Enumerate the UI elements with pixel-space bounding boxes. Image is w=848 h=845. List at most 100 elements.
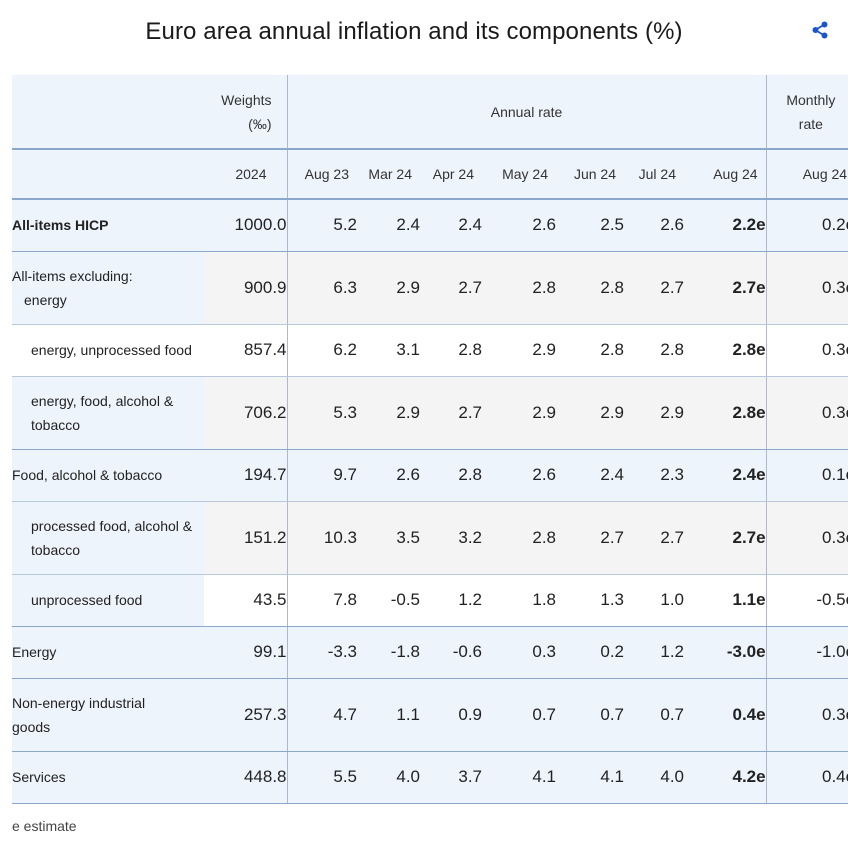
row-label: Energy <box>12 626 204 679</box>
cell-monthly: -0.5e <box>765 574 848 627</box>
cell-weight: 99.1 <box>204 626 287 679</box>
page-title: Euro area annual inflation and its compo… <box>145 18 683 45</box>
cell-value: 3.7 <box>420 751 482 804</box>
cell-monthly: 0.3e <box>765 678 848 752</box>
cell-value: 2.6 <box>482 449 556 502</box>
cell-value: -0.5 <box>357 574 420 627</box>
cell-value-latest: 2.2e <box>684 199 767 252</box>
cell-value-latest: 2.8e <box>684 376 767 450</box>
header-annual-rate: Annual rate <box>286 75 767 150</box>
cell-value: 2.9 <box>357 251 420 325</box>
cell-value: 1.2 <box>420 574 482 627</box>
cell-value: 10.3 <box>286 501 357 575</box>
cell-value: 4.1 <box>556 751 624 804</box>
cell-value: -3.3 <box>286 626 357 679</box>
header-monthly-line2: rate <box>798 115 823 132</box>
header-period: Mar 24 <box>357 149 420 200</box>
row-label: unprocessed food <box>12 574 204 627</box>
cell-value: 2.4 <box>357 199 420 252</box>
header-monthly-line1: Monthly <box>786 91 836 108</box>
row-label: processed food, alcohol & tobacco <box>12 501 204 575</box>
header-weights-year: 2024 <box>204 149 287 200</box>
table-row: processed food, alcohol & tobacco 151.2 … <box>12 501 848 575</box>
cell-value: 0.7 <box>482 678 556 752</box>
cell-value-latest: 2.8e <box>684 324 767 377</box>
header-period: Apr 24 <box>420 149 482 200</box>
cell-value: 5.3 <box>286 376 357 450</box>
cell-value: 2.8 <box>556 324 624 377</box>
cell-monthly: 0.3e <box>765 251 848 325</box>
cell-value: 0.3 <box>482 626 556 679</box>
table-row: Food, alcohol & tobacco 194.7 9.7 2.6 2.… <box>12 449 848 502</box>
header-period: Aug 23 <box>286 149 357 200</box>
row-label: energy, food, alcohol & tobacco <box>12 376 204 450</box>
cell-value: 2.6 <box>357 449 420 502</box>
cell-monthly: 0.3e <box>765 324 848 377</box>
row-label: Services <box>12 751 204 804</box>
cell-value: 5.2 <box>286 199 357 252</box>
cell-weight: 257.3 <box>204 678 287 752</box>
header-weights-unit: (‰) <box>248 115 272 132</box>
table-row: unprocessed food 43.5 7.8 -0.5 1.2 1.8 1… <box>12 574 848 627</box>
cell-value: 6.3 <box>286 251 357 325</box>
cell-weight: 900.9 <box>204 251 287 325</box>
row-label: Non-energy industrial goods <box>12 678 204 752</box>
cell-value: 0.7 <box>556 678 624 752</box>
cell-value: 2.4 <box>556 449 624 502</box>
cell-value: -0.6 <box>420 626 482 679</box>
cell-value: 2.5 <box>556 199 624 252</box>
row-label: All-items HICP <box>12 199 204 252</box>
cell-value: 2.8 <box>420 324 482 377</box>
cell-monthly: 0.1e <box>765 449 848 502</box>
cell-value: 2.7 <box>420 251 482 325</box>
row-label-line2: energy <box>24 291 67 308</box>
cell-weight: 43.5 <box>204 574 287 627</box>
header-monthly-rate: Monthly rate <box>765 75 848 150</box>
cell-value: 9.7 <box>286 449 357 502</box>
footnote: e estimate <box>12 818 77 834</box>
header-period: Aug 24 <box>684 149 767 200</box>
table-row: All-items excluding: energy 900.9 6.3 2.… <box>12 251 848 325</box>
table-row: energy, food, alcohol & tobacco 706.2 5.… <box>12 376 848 450</box>
header-row-groups: Weights (‰) Annual rate Monthly rate <box>12 75 848 150</box>
cell-value: 2.6 <box>624 199 684 252</box>
cell-value: 2.7 <box>624 501 684 575</box>
cell-value: 7.8 <box>286 574 357 627</box>
header-period: May 24 <box>482 149 556 200</box>
cell-value: 3.5 <box>357 501 420 575</box>
cell-value: 2.8 <box>556 251 624 325</box>
cell-value-latest: 1.1e <box>684 574 767 627</box>
cell-value: 2.8 <box>482 501 556 575</box>
cell-value: 0.2 <box>556 626 624 679</box>
cell-value: 3.2 <box>420 501 482 575</box>
cell-value: 2.9 <box>482 324 556 377</box>
cell-value: 2.9 <box>357 376 420 450</box>
cell-weight: 194.7 <box>204 449 287 502</box>
cell-value: 2.7 <box>624 251 684 325</box>
table-row: Energy 99.1 -3.3 -1.8 -0.6 0.3 0.2 1.2 -… <box>12 626 848 679</box>
inflation-table: Weights (‰) Annual rate Monthly rate 202… <box>12 75 848 804</box>
cell-value-latest: 2.4e <box>684 449 767 502</box>
table-row: Non-energy industrial goods 257.3 4.7 1.… <box>12 678 848 752</box>
cell-value: 2.9 <box>624 376 684 450</box>
table-row: energy, unprocessed food 857.4 6.2 3.1 2… <box>12 324 848 377</box>
cell-value: 2.9 <box>556 376 624 450</box>
cell-value: 2.7 <box>556 501 624 575</box>
cell-value: 2.8 <box>624 324 684 377</box>
cell-value: 4.0 <box>624 751 684 804</box>
cell-value: 1.8 <box>482 574 556 627</box>
header-corner <box>12 75 204 150</box>
row-label-line2: goods <box>12 718 51 735</box>
cell-value-latest: -3.0e <box>684 626 767 679</box>
row-label: Food, alcohol & tobacco <box>12 449 204 502</box>
cell-value: 1.3 <box>556 574 624 627</box>
table-row: All-items HICP 1000.0 5.2 2.4 2.4 2.6 2.… <box>12 199 848 252</box>
cell-weight: 448.8 <box>204 751 287 804</box>
row-label-line2: tobacco <box>31 416 81 433</box>
cell-weight: 706.2 <box>204 376 287 450</box>
cell-value: 5.5 <box>286 751 357 804</box>
share-icon[interactable] <box>810 20 830 40</box>
header-period: Jun 24 <box>556 149 624 200</box>
cell-value: 2.8 <box>420 449 482 502</box>
